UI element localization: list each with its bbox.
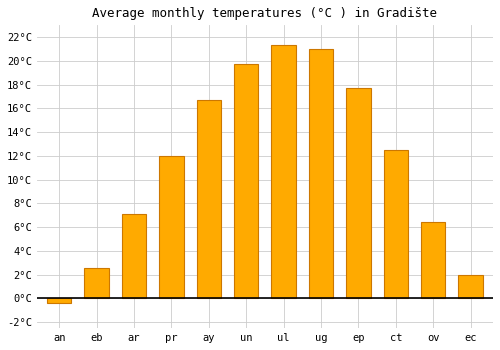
Bar <box>196 100 221 299</box>
Bar <box>421 223 446 299</box>
Bar <box>346 88 370 299</box>
Bar <box>384 150 408 299</box>
Bar <box>234 64 258 299</box>
Bar <box>84 268 109 299</box>
Bar <box>458 275 483 299</box>
Bar <box>160 156 184 299</box>
Bar <box>122 214 146 299</box>
Bar <box>309 49 333 299</box>
Bar <box>47 299 72 303</box>
Title: Average monthly temperatures (°C ) in Gradište: Average monthly temperatures (°C ) in Gr… <box>92 7 438 20</box>
Bar <box>272 46 296 299</box>
